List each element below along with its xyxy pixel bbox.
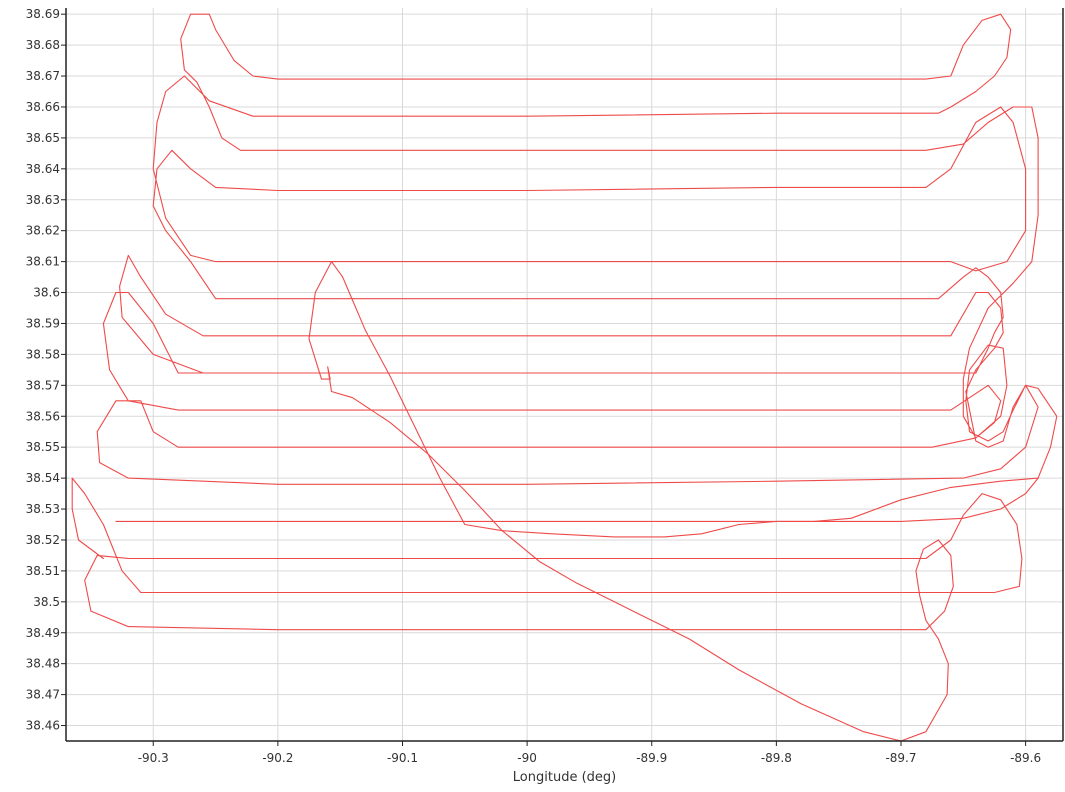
y-axis-ticks: 38.46 38.47 38.48 38.49 38.5 38.51 38.52 38.53 3… [26,7,66,733]
y-tick-label: 38.55 [26,440,60,454]
y-tick-label: 38.68 [26,38,60,52]
x-tick-label: -90.1 [387,751,418,765]
y-tick-label: 38.66 [26,100,60,114]
y-tick-label: 38.61 [26,255,60,269]
y-tick-label: 38.67 [26,69,60,83]
y-tick-label: 38.59 [26,316,60,330]
y-tick-label: 38.62 [26,224,60,238]
y-tick-label: 38.48 [26,657,60,671]
x-axis-title: Longitude (deg) [513,770,616,785]
y-tick-label: 38.57 [26,378,60,392]
y-tick-label: 38.54 [26,471,60,485]
y-tick-label: 38.6 [33,286,60,300]
y-tick-label: 38.49 [26,626,60,640]
horizontal-gridlines [66,13,1063,727]
y-tick-label: 38.46 [26,719,60,733]
x-tick-label: -89.6 [1010,751,1041,765]
x-tick-label: -89.9 [636,751,667,765]
y-tick-label: 38.65 [26,131,60,145]
flight-track-series [71,13,1058,742]
x-axis-ticks: -90.3 -90.2 -90.1 -90 -89.9 -89.8 -89.7 -89.6 [138,741,1041,765]
y-tick-label: 38.58 [26,347,60,361]
vertical-gridlines [152,8,1027,741]
x-tick-label: -89.7 [885,751,916,765]
y-tick-label: 38.53 [26,502,60,516]
y-tick-label: 38.64 [26,162,60,176]
y-tick-label: 38.52 [26,533,60,547]
x-tick-label: -89.8 [761,751,792,765]
y-tick-label: 38.47 [26,688,60,702]
x-tick-label: -90.3 [138,751,169,765]
y-tick-label: 38.5 [33,595,60,609]
y-tick-label: 38.69 [26,7,60,21]
y-tick-label: 38.56 [26,409,60,423]
flight-track-line [330,390,902,742]
x-tick-label: -90.2 [262,751,293,765]
flight-track-line [115,477,1039,522]
flight-track-line [71,477,1023,742]
x-tick-label: -90 [517,751,537,765]
y-tick-label: 38.51 [26,564,60,578]
flight-track-line [96,13,1058,538]
y-tick-label: 38.63 [26,193,60,207]
